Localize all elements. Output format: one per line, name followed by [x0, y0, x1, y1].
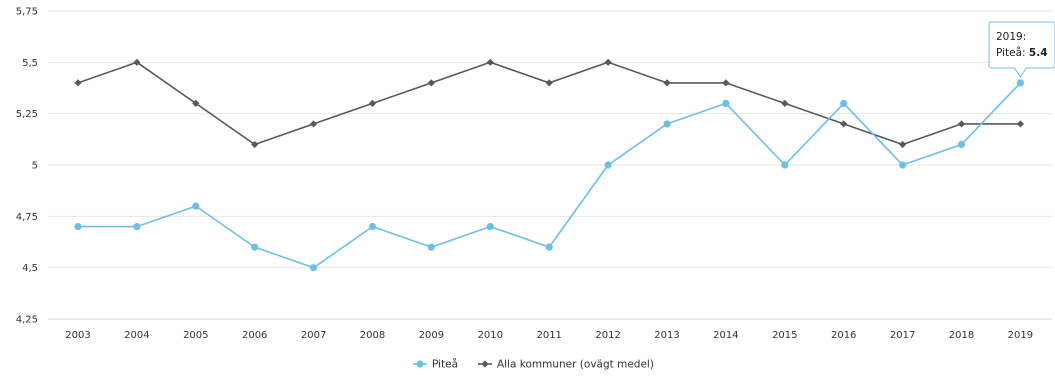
- data-point: [368, 99, 377, 107]
- x-tick-label: 2016: [831, 330, 856, 341]
- data-point: [840, 120, 848, 128]
- data-point: [957, 120, 966, 128]
- y-tick-label: 5,25: [16, 109, 38, 120]
- tooltip-value-line: Piteå: 5.4: [996, 46, 1048, 59]
- x-tick-label: 2010: [478, 330, 503, 341]
- legend: Piteå Alla kommuner (ovägt medel): [413, 358, 654, 371]
- legend-item: Piteå: [413, 358, 458, 371]
- x-tick-label: 2019: [1008, 330, 1033, 341]
- data-point: [74, 79, 82, 87]
- data-point: [133, 223, 141, 231]
- y-tick-label: 4,25: [16, 315, 38, 326]
- data-point: [1016, 79, 1024, 87]
- x-axis-tick-labels: 2003 2004 2005 2006 2007 2008 2009 2010 2011 2012…: [65, 330, 1033, 341]
- x-tick-label: 2003: [65, 330, 90, 341]
- tooltip-pointer-mask: [1015, 66, 1026, 69]
- data-point: [192, 202, 200, 210]
- data-point: [722, 99, 730, 107]
- data-point: [192, 99, 200, 107]
- data-point: [781, 161, 789, 169]
- y-tick-label: 4,75: [16, 212, 38, 223]
- data-point: [545, 79, 553, 87]
- y-tick-label: 5,75: [16, 7, 38, 18]
- data-point: [604, 161, 612, 169]
- y-tick-label: 4,5: [22, 263, 38, 274]
- legend-label: Piteå: [432, 358, 458, 371]
- data-point: [251, 140, 259, 149]
- data-point: [1016, 120, 1024, 128]
- legend-marker: [481, 360, 489, 368]
- data-point: [604, 58, 612, 66]
- x-tick-label: 2004: [124, 330, 149, 341]
- data-point: [310, 120, 318, 128]
- data-point: [251, 243, 259, 251]
- data-point: [427, 79, 435, 87]
- series-alla-kommuner: [74, 58, 1024, 149]
- data-point: [899, 161, 907, 169]
- legend-marker: [416, 360, 424, 368]
- data-point: [899, 140, 907, 149]
- legend-label: Alla kommuner (ovägt medel): [497, 359, 654, 371]
- data-point: [486, 58, 494, 66]
- x-tick-label: 2013: [654, 330, 679, 341]
- y-tick-label: 5,5: [22, 58, 38, 69]
- x-tick-label: 2005: [183, 330, 208, 341]
- x-tick-label: 2011: [536, 330, 561, 341]
- series-line: [78, 82, 1021, 269]
- gridlines: [48, 10, 1052, 269]
- series-line: [77, 61, 1021, 146]
- x-tick-label: 2018: [949, 330, 974, 341]
- data-point: [840, 99, 848, 107]
- data-point: [663, 79, 671, 87]
- tooltip-series-label: Piteå:: [996, 46, 1029, 59]
- data-point: [427, 243, 435, 251]
- tooltip-value: 5.4: [1029, 47, 1048, 59]
- tooltip-header: 2019:: [996, 31, 1026, 43]
- x-tick-label: 2012: [595, 330, 620, 341]
- x-tick-label: 2009: [419, 330, 444, 341]
- data-point: [663, 120, 671, 128]
- series-pitea: [74, 79, 1024, 272]
- x-tick-label: 2007: [301, 330, 326, 341]
- tooltip: 2019: Piteå: 5.4: [988, 21, 1055, 78]
- x-tick-label: 2008: [360, 330, 385, 341]
- x-tick-label: 2015: [772, 330, 797, 341]
- data-point: [722, 79, 730, 87]
- data-point: [545, 243, 553, 251]
- data-point: [74, 223, 82, 231]
- data-point: [310, 264, 318, 272]
- data-point: [781, 99, 789, 107]
- tooltip-pointer: [1013, 67, 1027, 78]
- y-axis-tick-labels: 4,25 4,5 4,75 5 5,25 5,5 5,75: [16, 7, 38, 326]
- data-point: [368, 223, 377, 231]
- series-layer: [74, 58, 1024, 272]
- data-point: [486, 223, 494, 231]
- legend-item: Alla kommuner (ovägt medel): [478, 359, 654, 371]
- data-point: [957, 140, 966, 149]
- tooltip-box: [988, 21, 1055, 69]
- data-point: [133, 58, 141, 66]
- y-tick-label: 5: [32, 161, 38, 172]
- x-tick-label: 2017: [890, 330, 915, 341]
- x-tick-label: 2014: [713, 330, 738, 341]
- x-tick-label: 2006: [242, 330, 267, 341]
